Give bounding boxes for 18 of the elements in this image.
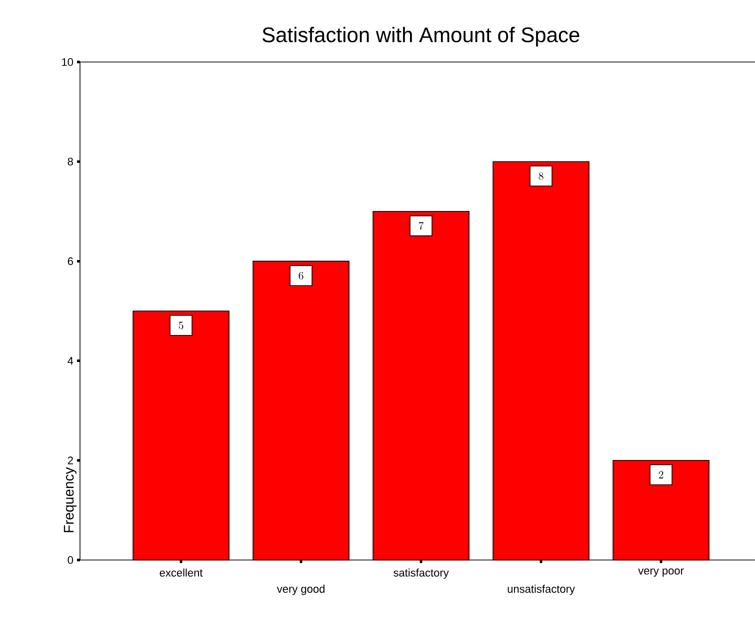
y-tick-label: 2 <box>68 456 73 464</box>
x-tick-label: very good <box>276 584 324 595</box>
x-tick-label: excellent <box>160 568 203 577</box>
data-label: 8 <box>538 172 544 180</box>
data-label: 7 <box>418 222 424 230</box>
data-label: 2 <box>658 471 664 478</box>
y-axis-title: Frequency <box>64 467 76 532</box>
y-tick-label: 10 <box>62 58 74 66</box>
x-tick-label: satisfactory <box>394 568 449 579</box>
x-tick-label: unsatisfactory <box>508 584 575 595</box>
data-label: 6 <box>298 272 304 280</box>
y-tick-label: 0 <box>68 556 74 564</box>
x-tick-label: very poor <box>638 568 684 577</box>
y-tick-label: 8 <box>68 158 73 166</box>
data-label: 5 <box>178 322 184 330</box>
y-tick-label: 4 <box>68 357 74 365</box>
chart-title: Satisfaction with Amount of Space <box>262 26 580 46</box>
y-tick-label: 6 <box>68 257 73 266</box>
